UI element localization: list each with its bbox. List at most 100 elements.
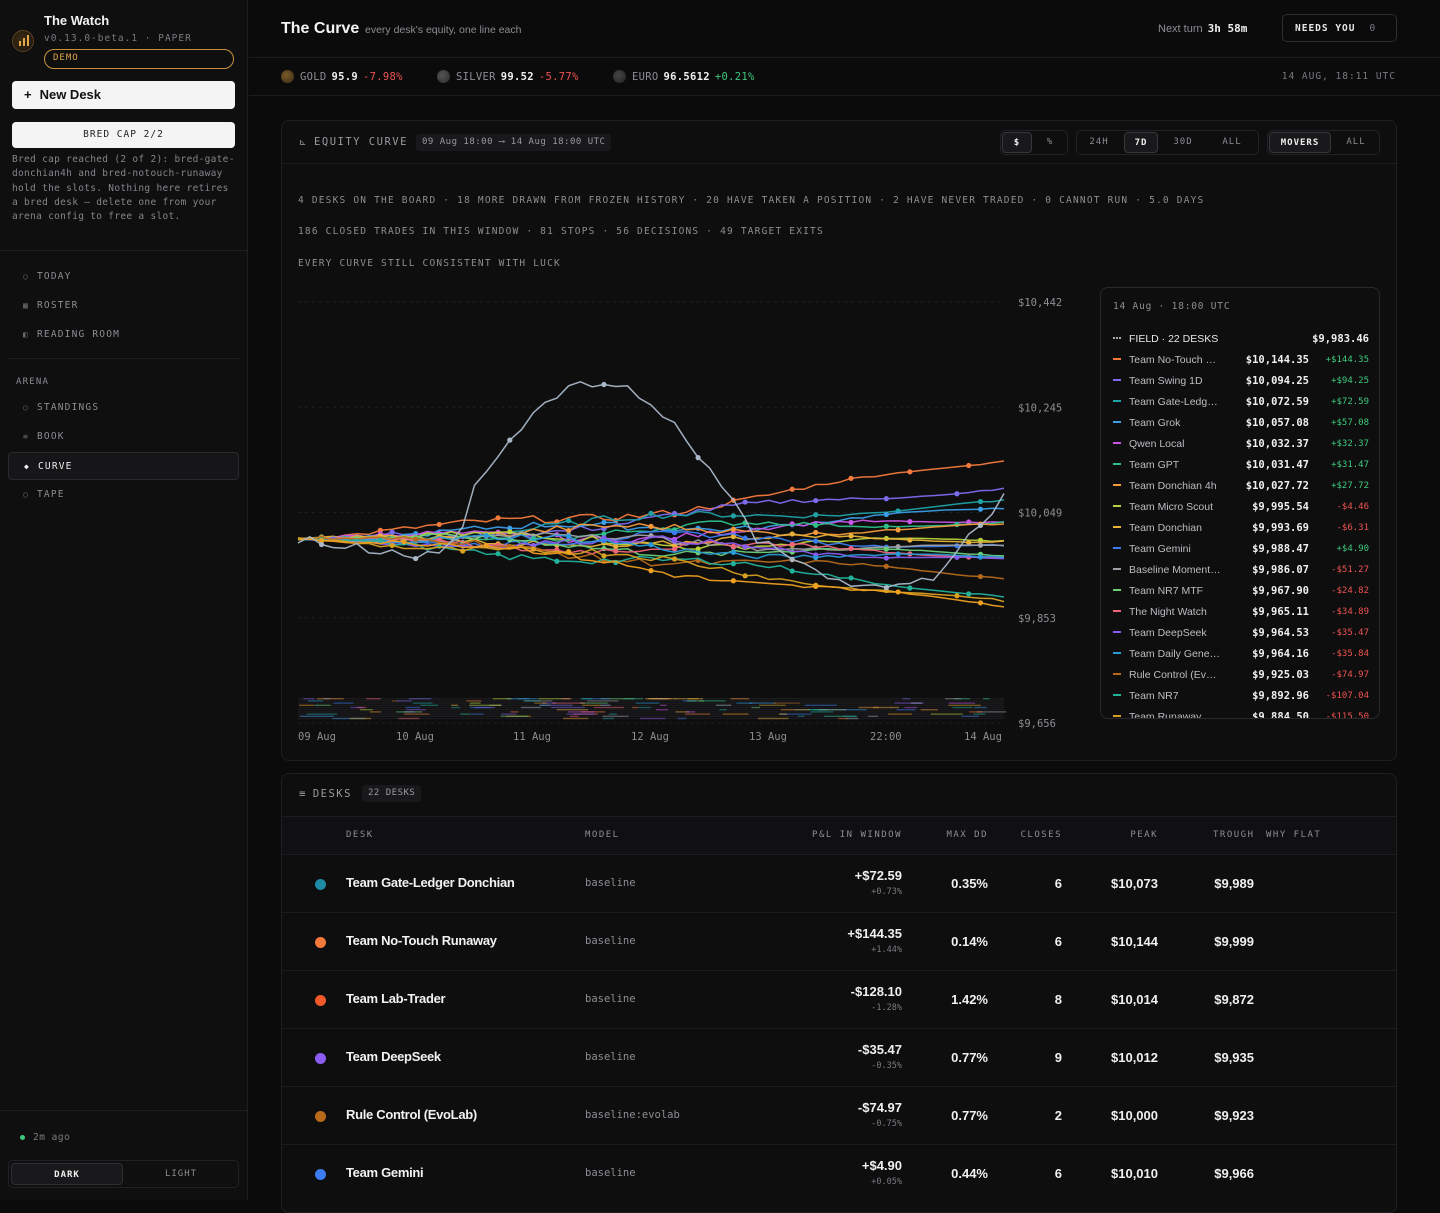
stats-line: EVERY CURVE STILL CONSISTENT WITH LUCK bbox=[298, 258, 561, 269]
desk-model: baseline bbox=[585, 877, 636, 889]
new-desk-label: New Desk bbox=[39, 87, 102, 102]
nav-item-reading-room[interactable]: ◧ READING ROOM bbox=[23, 329, 121, 340]
theme-toggle: DARK LIGHT bbox=[8, 1160, 239, 1188]
desk-name[interactable]: Team Lab-Trader bbox=[346, 991, 446, 1006]
volume-mark bbox=[810, 711, 834, 713]
demo-badge: DEMO bbox=[44, 49, 234, 69]
col-peak[interactable]: PEAK bbox=[1130, 830, 1158, 840]
table-row[interactable]: Team Gate-Ledger Donchian baseline +$72.59… bbox=[282, 854, 1396, 912]
volume-mark bbox=[539, 704, 551, 706]
chart-icon: ⊾ bbox=[299, 138, 309, 148]
desk-closes: 6 bbox=[1054, 934, 1062, 949]
tooltip-desk-value: $10,031.47 bbox=[1245, 459, 1309, 471]
trade-marker bbox=[507, 529, 513, 535]
volume-mark bbox=[561, 698, 572, 700]
tooltip-desk-name: Team Grok bbox=[1129, 417, 1181, 429]
theme-light-button[interactable]: LIGHT bbox=[164, 1169, 198, 1179]
table-row[interactable]: Team No-Touch Runaway baseline +$144.35 +1.… bbox=[282, 912, 1396, 970]
col-model[interactable]: MODEL bbox=[585, 830, 620, 840]
nav-item-standings[interactable]: ○ STANDINGS bbox=[23, 402, 100, 413]
desk-model: baseline bbox=[585, 993, 636, 1005]
trade-marker bbox=[318, 541, 325, 548]
filter-all-button[interactable]: ALL bbox=[1346, 137, 1366, 147]
trade-marker bbox=[495, 515, 501, 521]
trade-marker bbox=[613, 543, 619, 550]
volume-mark bbox=[684, 713, 711, 715]
unit-dollar-button[interactable]: $ bbox=[1002, 132, 1032, 153]
app-version: v0.13.0-beta.1 · PAPER bbox=[44, 33, 192, 44]
desk-name[interactable]: Team Gemini bbox=[346, 1165, 424, 1180]
table-row[interactable]: Team Gemini baseline +$4.90 +0.05% 0.44% 6 $10… bbox=[282, 1144, 1396, 1202]
col-why-flat[interactable]: WHY FLAT bbox=[1266, 830, 1322, 840]
nav-item-book[interactable]: ≡ BOOK bbox=[23, 431, 65, 442]
desk-peak: $10,144 bbox=[1111, 934, 1158, 949]
col-pnl[interactable]: P&L IN WINDOW bbox=[812, 830, 902, 840]
needs-you-button[interactable]: NEEDS YOU 0 bbox=[1282, 14, 1397, 42]
volume-mark bbox=[541, 702, 557, 704]
tooltip-row: Rule Control (EvoLab) $9,925.03 -$74.97 bbox=[1113, 666, 1369, 687]
equity-chart[interactable]: $10,442 $10,245 $10,049 $9,853 $9,656 09 Aug 1… bbox=[282, 121, 1396, 760]
trade-marker bbox=[742, 499, 748, 505]
filter-movers-button[interactable]: MOVERS bbox=[1269, 132, 1331, 153]
tooltip-desk-value: $9,986.07 bbox=[1252, 564, 1309, 576]
trade-marker bbox=[507, 437, 513, 443]
volume-mark bbox=[587, 700, 619, 702]
tooltip-row: Baseline Momentum $9,986.07 -$51.27 bbox=[1113, 561, 1369, 582]
table-row[interactable]: Team Lab-Trader baseline -$128.10 -1.28% 1.4… bbox=[282, 970, 1396, 1028]
table-row[interactable]: Team DeepSeek baseline -$35.47 -0.35% 0.77% 9… bbox=[282, 1028, 1396, 1086]
col-trough[interactable]: TROUGH bbox=[1213, 830, 1255, 840]
stats-line: 186 CLOSED TRADES IN THIS WINDOW · 81 ST… bbox=[298, 226, 824, 237]
trade-marker bbox=[977, 522, 984, 529]
y-tick-label: $9,656 bbox=[1018, 718, 1056, 730]
nav-item-roster[interactable]: ▦ ROSTER bbox=[23, 300, 79, 311]
tooltip-row: Team No-Touch Runaway $10,144.35 +$144.35 bbox=[1113, 351, 1369, 372]
nav-item-tape[interactable]: ○ TAPE bbox=[23, 489, 65, 500]
trade-marker bbox=[648, 510, 654, 516]
window-30d-button[interactable]: 30D bbox=[1173, 137, 1193, 147]
diamond-icon: ◆ bbox=[24, 462, 31, 471]
plus-icon: + bbox=[24, 87, 32, 102]
unit-toggle: $ % bbox=[1000, 130, 1068, 155]
tooltip-desk-value: $10,072.59 bbox=[1245, 396, 1309, 408]
desk-name[interactable]: Rule Control (EvoLab) bbox=[346, 1107, 477, 1122]
desk-name[interactable]: Team No-Touch Runaway bbox=[346, 933, 497, 948]
volume-mark bbox=[675, 711, 690, 713]
col-max-dd[interactable]: MAX DD bbox=[946, 830, 988, 840]
window-7d-button[interactable]: 7D bbox=[1124, 132, 1158, 153]
theme-dark-button[interactable]: DARK bbox=[11, 1163, 123, 1185]
volume-mark bbox=[562, 717, 589, 720]
tooltip-desk-delta: +$57.08 bbox=[1331, 418, 1369, 428]
desk-trough: $9,966 bbox=[1214, 1166, 1254, 1181]
volume-mark bbox=[600, 698, 635, 700]
col-closes[interactable]: CLOSES bbox=[1020, 830, 1062, 840]
col-desk[interactable]: DESK bbox=[346, 830, 374, 840]
tooltip-desk-delta: +$32.37 bbox=[1331, 439, 1369, 449]
tooltip-desk-value: $9,964.53 bbox=[1252, 627, 1309, 639]
window-24h-button[interactable]: 24H bbox=[1089, 137, 1109, 147]
volume-mark bbox=[299, 704, 315, 706]
desk-name[interactable]: Team DeepSeek bbox=[346, 1049, 441, 1064]
volume-mark bbox=[773, 702, 800, 704]
unit-percent-button[interactable]: % bbox=[1046, 137, 1054, 147]
tooltip-desk-delta: +$27.72 bbox=[1331, 481, 1369, 491]
volume-mark bbox=[807, 709, 829, 711]
window-all-button[interactable]: ALL bbox=[1222, 137, 1242, 147]
tooltip-desk-value: $10,057.08 bbox=[1245, 417, 1309, 429]
nav-item-curve[interactable]: ◆ CURVE bbox=[8, 452, 239, 480]
trade-marker bbox=[601, 531, 607, 537]
volume-mark bbox=[579, 702, 608, 704]
volume-mark bbox=[780, 709, 810, 711]
new-desk-button[interactable]: + New Desk bbox=[12, 81, 235, 109]
trade-marker bbox=[530, 546, 536, 552]
legend-swatch bbox=[1113, 631, 1121, 633]
table-row[interactable]: Rule Control (EvoLab) baseline:evolab -$74… bbox=[282, 1086, 1396, 1144]
legend-swatch bbox=[1113, 526, 1121, 528]
desk-name[interactable]: Team Gate-Ledger Donchian bbox=[346, 875, 515, 890]
desk-model: baseline:evolab bbox=[585, 1109, 680, 1121]
nav-item-today[interactable]: ○ TODAY bbox=[23, 271, 72, 282]
volume-mark bbox=[451, 706, 461, 709]
equity-range: 09 Aug 18:00 ⟶ 14 Aug 18:00 UTC bbox=[416, 134, 612, 151]
equity-title: ⊾ EQUITY CURVE bbox=[299, 136, 408, 148]
trade-marker bbox=[436, 521, 442, 528]
desk-max-dd: 0.14% bbox=[951, 934, 988, 949]
